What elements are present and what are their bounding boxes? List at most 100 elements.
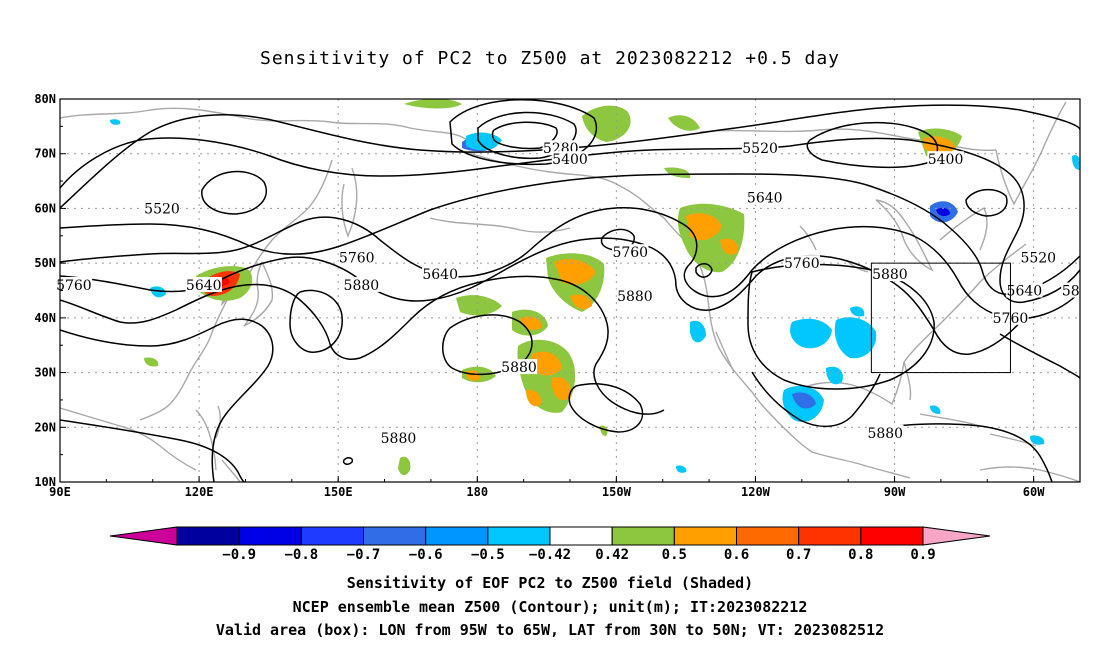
coast-hudson-bay <box>875 199 934 272</box>
colorbar-box <box>425 526 489 546</box>
patch-negative-blue <box>676 465 687 473</box>
patch-positive-orange <box>686 213 722 241</box>
patch-negative-blue <box>850 306 865 317</box>
contour-label: 5640 <box>186 278 222 294</box>
contour-label-bg <box>185 277 222 293</box>
coast-baja <box>715 331 735 373</box>
patch-negative-blue <box>1072 155 1080 170</box>
contour-label: 5520 <box>742 141 778 157</box>
contour-label-bg <box>500 359 538 375</box>
contour-label-bg <box>380 430 417 446</box>
caption-line-3: Valid area (box): LON from 95W to 65W, L… <box>215 621 885 639</box>
colorbar-upper-arrow <box>922 526 991 546</box>
contour-label-bg <box>746 189 783 205</box>
colorbar-box <box>549 526 613 546</box>
lat-lon-grid <box>60 99 1080 482</box>
contour-line <box>60 419 245 482</box>
coast-florida <box>903 361 912 401</box>
patch-positive-orange <box>551 377 571 400</box>
colorbar-box <box>487 526 551 546</box>
contour-line <box>60 173 1080 295</box>
patch-positive-green <box>404 99 462 109</box>
patch-negative-blue <box>930 405 941 414</box>
coast-japan <box>243 261 274 327</box>
contour-label-bg <box>927 151 964 167</box>
contour-label: 58 <box>1062 284 1080 300</box>
coast-us-east <box>903 243 1027 363</box>
coast-se-asia <box>60 407 241 482</box>
patch-positive-orange <box>554 259 596 285</box>
contour-line <box>289 289 343 353</box>
x-tick-label: 60W <box>1023 485 1045 499</box>
contour-label-bg <box>338 249 375 265</box>
colorbar-label: 0.42 <box>595 547 629 563</box>
coast-caribbean <box>919 413 1037 447</box>
colorbar-label: −0.8 <box>284 547 318 563</box>
patch-negative-blue <box>690 320 706 343</box>
caption-line-2: NCEP ensemble mean Z500 (Contour); unit(… <box>292 598 808 616</box>
colorbar-lower-arrow <box>109 526 178 546</box>
contour-label: 5760 <box>339 251 375 267</box>
patch-negative-blue <box>1030 435 1045 445</box>
valid-area-box <box>870 262 1011 374</box>
colorbar-label: 0.8 <box>848 547 873 563</box>
contour-line <box>60 275 665 415</box>
patch-positive-green <box>517 339 576 413</box>
coast-aleutians <box>429 217 571 233</box>
patch-negative-blue <box>936 207 950 217</box>
contour-line <box>60 137 1080 304</box>
patch-negative-blue <box>834 317 877 359</box>
coast-east-asia <box>139 159 333 421</box>
contour-label-bg <box>1006 282 1043 298</box>
patch-positive-orange <box>570 294 592 310</box>
colorbar-box <box>611 526 675 546</box>
x-tick-label: 90E <box>49 485 71 499</box>
x-tick-label: 120E <box>185 485 214 499</box>
contour-label-bg <box>783 255 821 271</box>
y-tick-label: 50N <box>34 256 56 270</box>
patch-positive-orange <box>526 389 542 407</box>
patch-positive-green <box>456 295 502 316</box>
contour-line <box>60 207 1080 320</box>
contour-label: 5760 <box>612 245 648 261</box>
x-tick-label: 150W <box>602 485 632 499</box>
contour-label: 5880 <box>867 426 903 442</box>
contour-line <box>999 333 1080 379</box>
contour-line <box>60 318 274 482</box>
contour-line <box>747 263 935 390</box>
coast-asia-arctic <box>60 107 471 143</box>
patch-negative-blue <box>110 119 121 125</box>
patch-negative-blue <box>790 318 832 349</box>
patch-positive-green <box>677 203 745 273</box>
colorbar-label: 0.7 <box>786 547 811 563</box>
contour-label: 5880 <box>344 278 380 294</box>
colorbar-label: −0.7 <box>347 547 381 563</box>
x-axis-ticks: 90E 120E 150E 180 150W 120W 90W 60W <box>49 476 1045 499</box>
contour-label-bg <box>871 266 909 282</box>
colorbar-label: 0.5 <box>662 547 687 563</box>
contour-line <box>751 371 881 428</box>
x-tick-label: 150E <box>324 485 353 499</box>
contour-line <box>869 423 1053 482</box>
colorbar-label: 0.9 <box>910 547 935 563</box>
x-tick-label: 90W <box>884 485 906 499</box>
colorbar-box <box>860 526 924 546</box>
y-tick-label: 10N <box>34 475 56 489</box>
patch-positive-green <box>582 105 631 142</box>
x-tick-label: 120W <box>741 485 771 499</box>
colorbar-label: −0.42 <box>529 547 571 563</box>
colorbar-label: −0.6 <box>409 547 443 563</box>
coast-gulf-of-mexico <box>791 361 905 406</box>
y-tick-label: 80N <box>34 92 56 106</box>
colorbar-box <box>673 526 737 546</box>
patch-positive-green <box>144 357 159 367</box>
contour-label-bg <box>616 287 654 303</box>
coast-kamchatka <box>341 167 358 238</box>
patch-negative-blue <box>792 392 816 409</box>
contour-line <box>60 237 1025 355</box>
patch-positive-green <box>668 115 700 131</box>
contour-label-bg <box>867 424 904 440</box>
contour-label: 5640 <box>747 190 783 206</box>
colorbar-label: −0.5 <box>471 547 505 563</box>
